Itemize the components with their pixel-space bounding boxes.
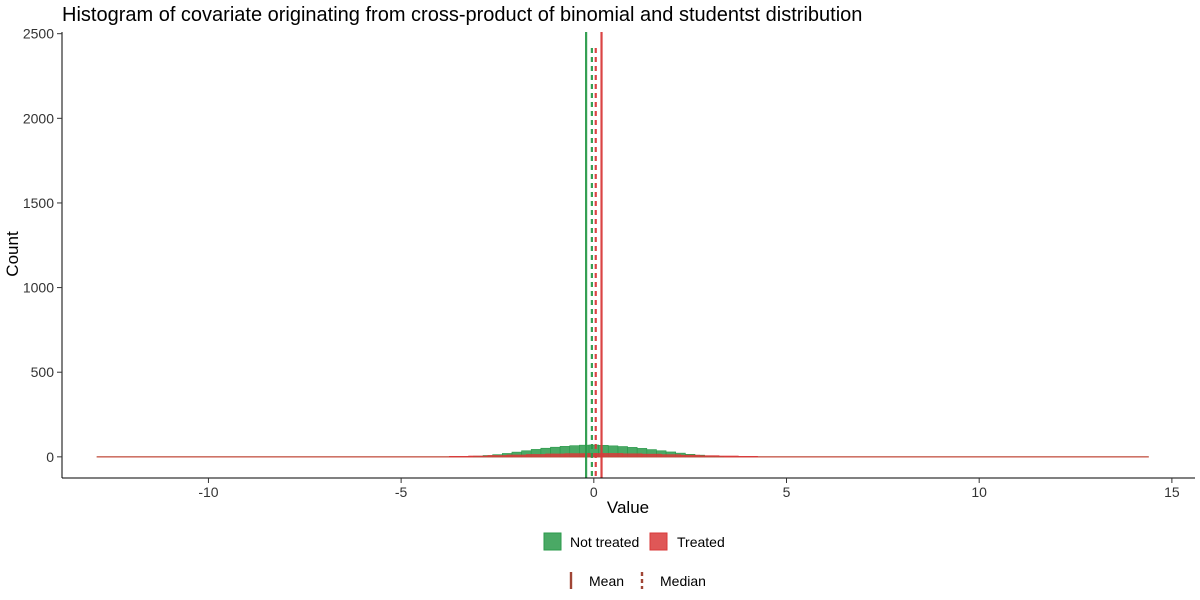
histogram-bar — [680, 454, 701, 458]
histogram-bar — [468, 455, 489, 458]
histogram-bar — [622, 453, 643, 458]
x-tick-label: 0 — [590, 484, 598, 500]
legend-label-median: Median — [660, 573, 706, 589]
legend-label-mean: Mean — [589, 573, 624, 589]
y-tick-label: 2500 — [23, 26, 54, 42]
reference-lines-layer — [585, 32, 603, 478]
y-tick-label: 2000 — [23, 110, 54, 126]
histogram-bar — [545, 453, 566, 458]
plot-area: -10 -5 0 5 10 15 0 500 1000 1500 2000 2500 — [23, 26, 1195, 500]
histogram-bar — [564, 453, 585, 458]
y-tick-label: 1500 — [23, 195, 54, 211]
histogram-bar — [603, 453, 624, 458]
x-tick-label: -5 — [395, 484, 408, 500]
legend-label-treated: Treated — [677, 534, 725, 550]
histogram-bar — [526, 454, 546, 458]
x-tick-label: -10 — [198, 484, 218, 500]
histogram-bar — [487, 455, 508, 458]
y-tick-label: 1000 — [23, 280, 54, 296]
histogram-bar — [660, 454, 681, 458]
legend-key-treated — [649, 532, 668, 551]
y-tick-label: 500 — [31, 364, 55, 380]
chart-title: Histogram of covariate originating from … — [62, 4, 862, 26]
x-axis-title: Value — [607, 498, 649, 517]
x-tick-label: 5 — [783, 484, 791, 500]
histogram-bar — [506, 454, 527, 458]
histogram-bar — [699, 455, 720, 458]
y-tick-label: 0 — [46, 449, 54, 465]
x-tick-label: 10 — [971, 484, 987, 500]
histogram-bar — [738, 456, 758, 458]
legend-label-not-treated: Not treated — [570, 534, 639, 550]
axes-layer: -10 -5 0 5 10 15 0 500 1000 1500 2000 2500 — [23, 26, 1195, 500]
fill-legend: Not treated Treated — [543, 532, 725, 551]
series-2-bars — [449, 453, 758, 458]
y-axis-title: Count — [3, 231, 22, 277]
histogram-bar — [641, 453, 662, 458]
histogram-bar — [718, 455, 739, 458]
bars-layer — [96, 444, 1149, 458]
x-tick-label: 15 — [1164, 484, 1180, 500]
legend-key-not-treated — [543, 532, 562, 551]
line-legend: Mean Median — [569, 572, 706, 589]
histogram-bar — [449, 456, 469, 458]
